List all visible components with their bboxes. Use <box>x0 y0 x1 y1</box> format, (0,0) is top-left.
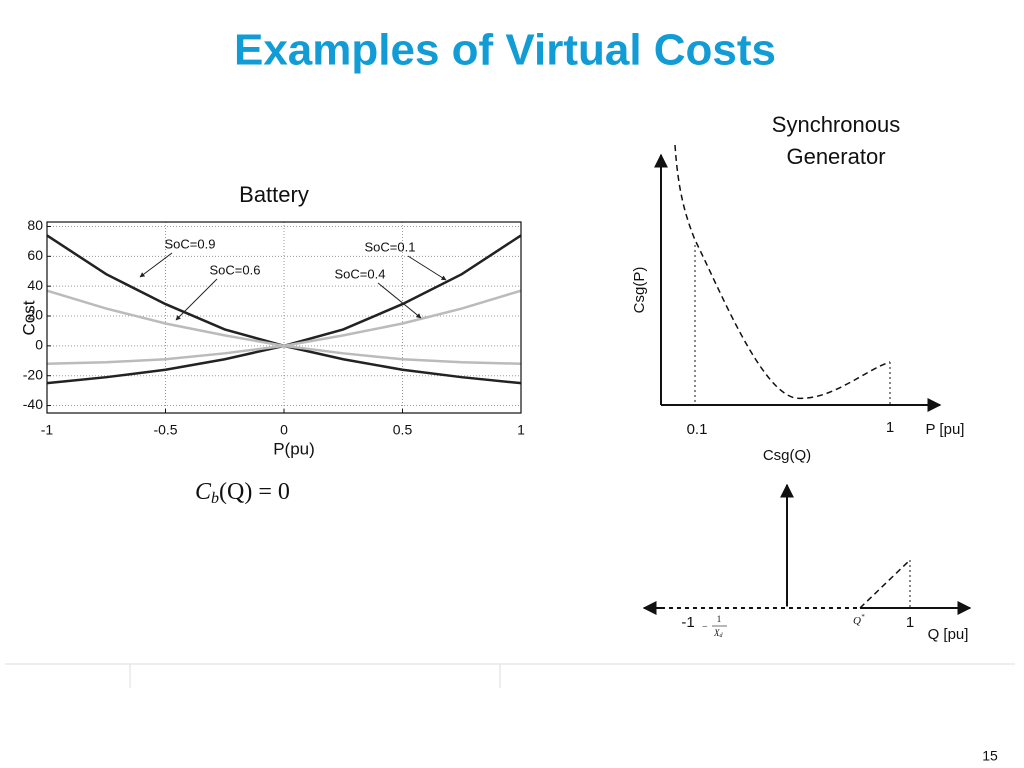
y-tick-label: 80 <box>27 217 43 233</box>
x-axis-label: P(pu) <box>273 439 315 458</box>
label-arrow <box>377 282 422 319</box>
frac-den-x: X <box>713 628 720 638</box>
y-tick-label: -40 <box>23 396 43 412</box>
label-arrow <box>407 255 447 281</box>
battery-chart: Battery P(pu) Cost -40 -20 0 20 40 60 80 -1 -0.5… <box>19 182 525 459</box>
y-tick-label: 40 <box>27 277 43 293</box>
series-label: SoC=0.4 <box>335 266 386 281</box>
x-tick-label: 1 <box>517 422 525 438</box>
y-axis-label: Cost <box>19 300 38 335</box>
frac-den: Xd <box>713 628 724 639</box>
y-tick-label: 60 <box>27 247 43 263</box>
plot-frame <box>46 221 522 414</box>
frac-sign: − <box>702 621 708 632</box>
axis-label: Csg(Q) <box>763 447 811 464</box>
p-cost-curve <box>674 144 891 399</box>
chart-title: Battery <box>239 182 309 207</box>
q-cost-curve <box>859 559 911 609</box>
page-number: 15 <box>982 748 998 764</box>
tick-label: -1 <box>681 614 694 631</box>
x-tick-label: -1 <box>41 422 54 438</box>
tick-label: 0.1 <box>687 421 708 438</box>
slide-title: Examples of Virtual Costs <box>234 26 776 75</box>
tick-label: 1 <box>886 419 894 436</box>
series-label: SoC=0.1 <box>365 239 416 254</box>
series-label: SoC=0.6 <box>210 262 261 277</box>
frac-num: 1 <box>717 614 722 624</box>
axis-label: P [pu] <box>926 421 965 438</box>
axis-label: Csg(P) <box>631 267 648 314</box>
formula-rest: (Q) = 0 <box>219 479 290 505</box>
frac-den-sub: d <box>720 633 724 639</box>
tick-label: 1 <box>906 614 914 631</box>
formula: Cb(Q) = 0 <box>195 479 290 507</box>
generator-diagram: Synchronous Generator 0.1 1 P [pu] Csg(P… <box>631 112 972 643</box>
x-tick-label: 0.5 <box>393 422 413 438</box>
series-line <box>46 289 522 366</box>
diagram-title: Generator <box>786 144 885 169</box>
diagram-title: Synchronous <box>772 112 900 137</box>
series-label: SoC=0.9 <box>165 236 216 251</box>
y-tick-label: 20 <box>27 307 43 323</box>
y-tick-label: -20 <box>23 366 43 382</box>
label-arrow <box>139 252 173 278</box>
q-star-sup: * <box>861 613 865 621</box>
axis-label: Q [pu] <box>928 626 969 643</box>
q-star-letter: Q <box>853 615 861 627</box>
x-tick-label: -0.5 <box>153 422 177 438</box>
formula-subscript: b <box>211 490 219 507</box>
q-star: Q* <box>853 613 865 627</box>
x-tick-label: 0 <box>280 422 288 438</box>
y-tick-label: 0 <box>35 337 43 353</box>
label-arrow <box>175 278 218 321</box>
formula-symbol: C <box>195 479 212 505</box>
